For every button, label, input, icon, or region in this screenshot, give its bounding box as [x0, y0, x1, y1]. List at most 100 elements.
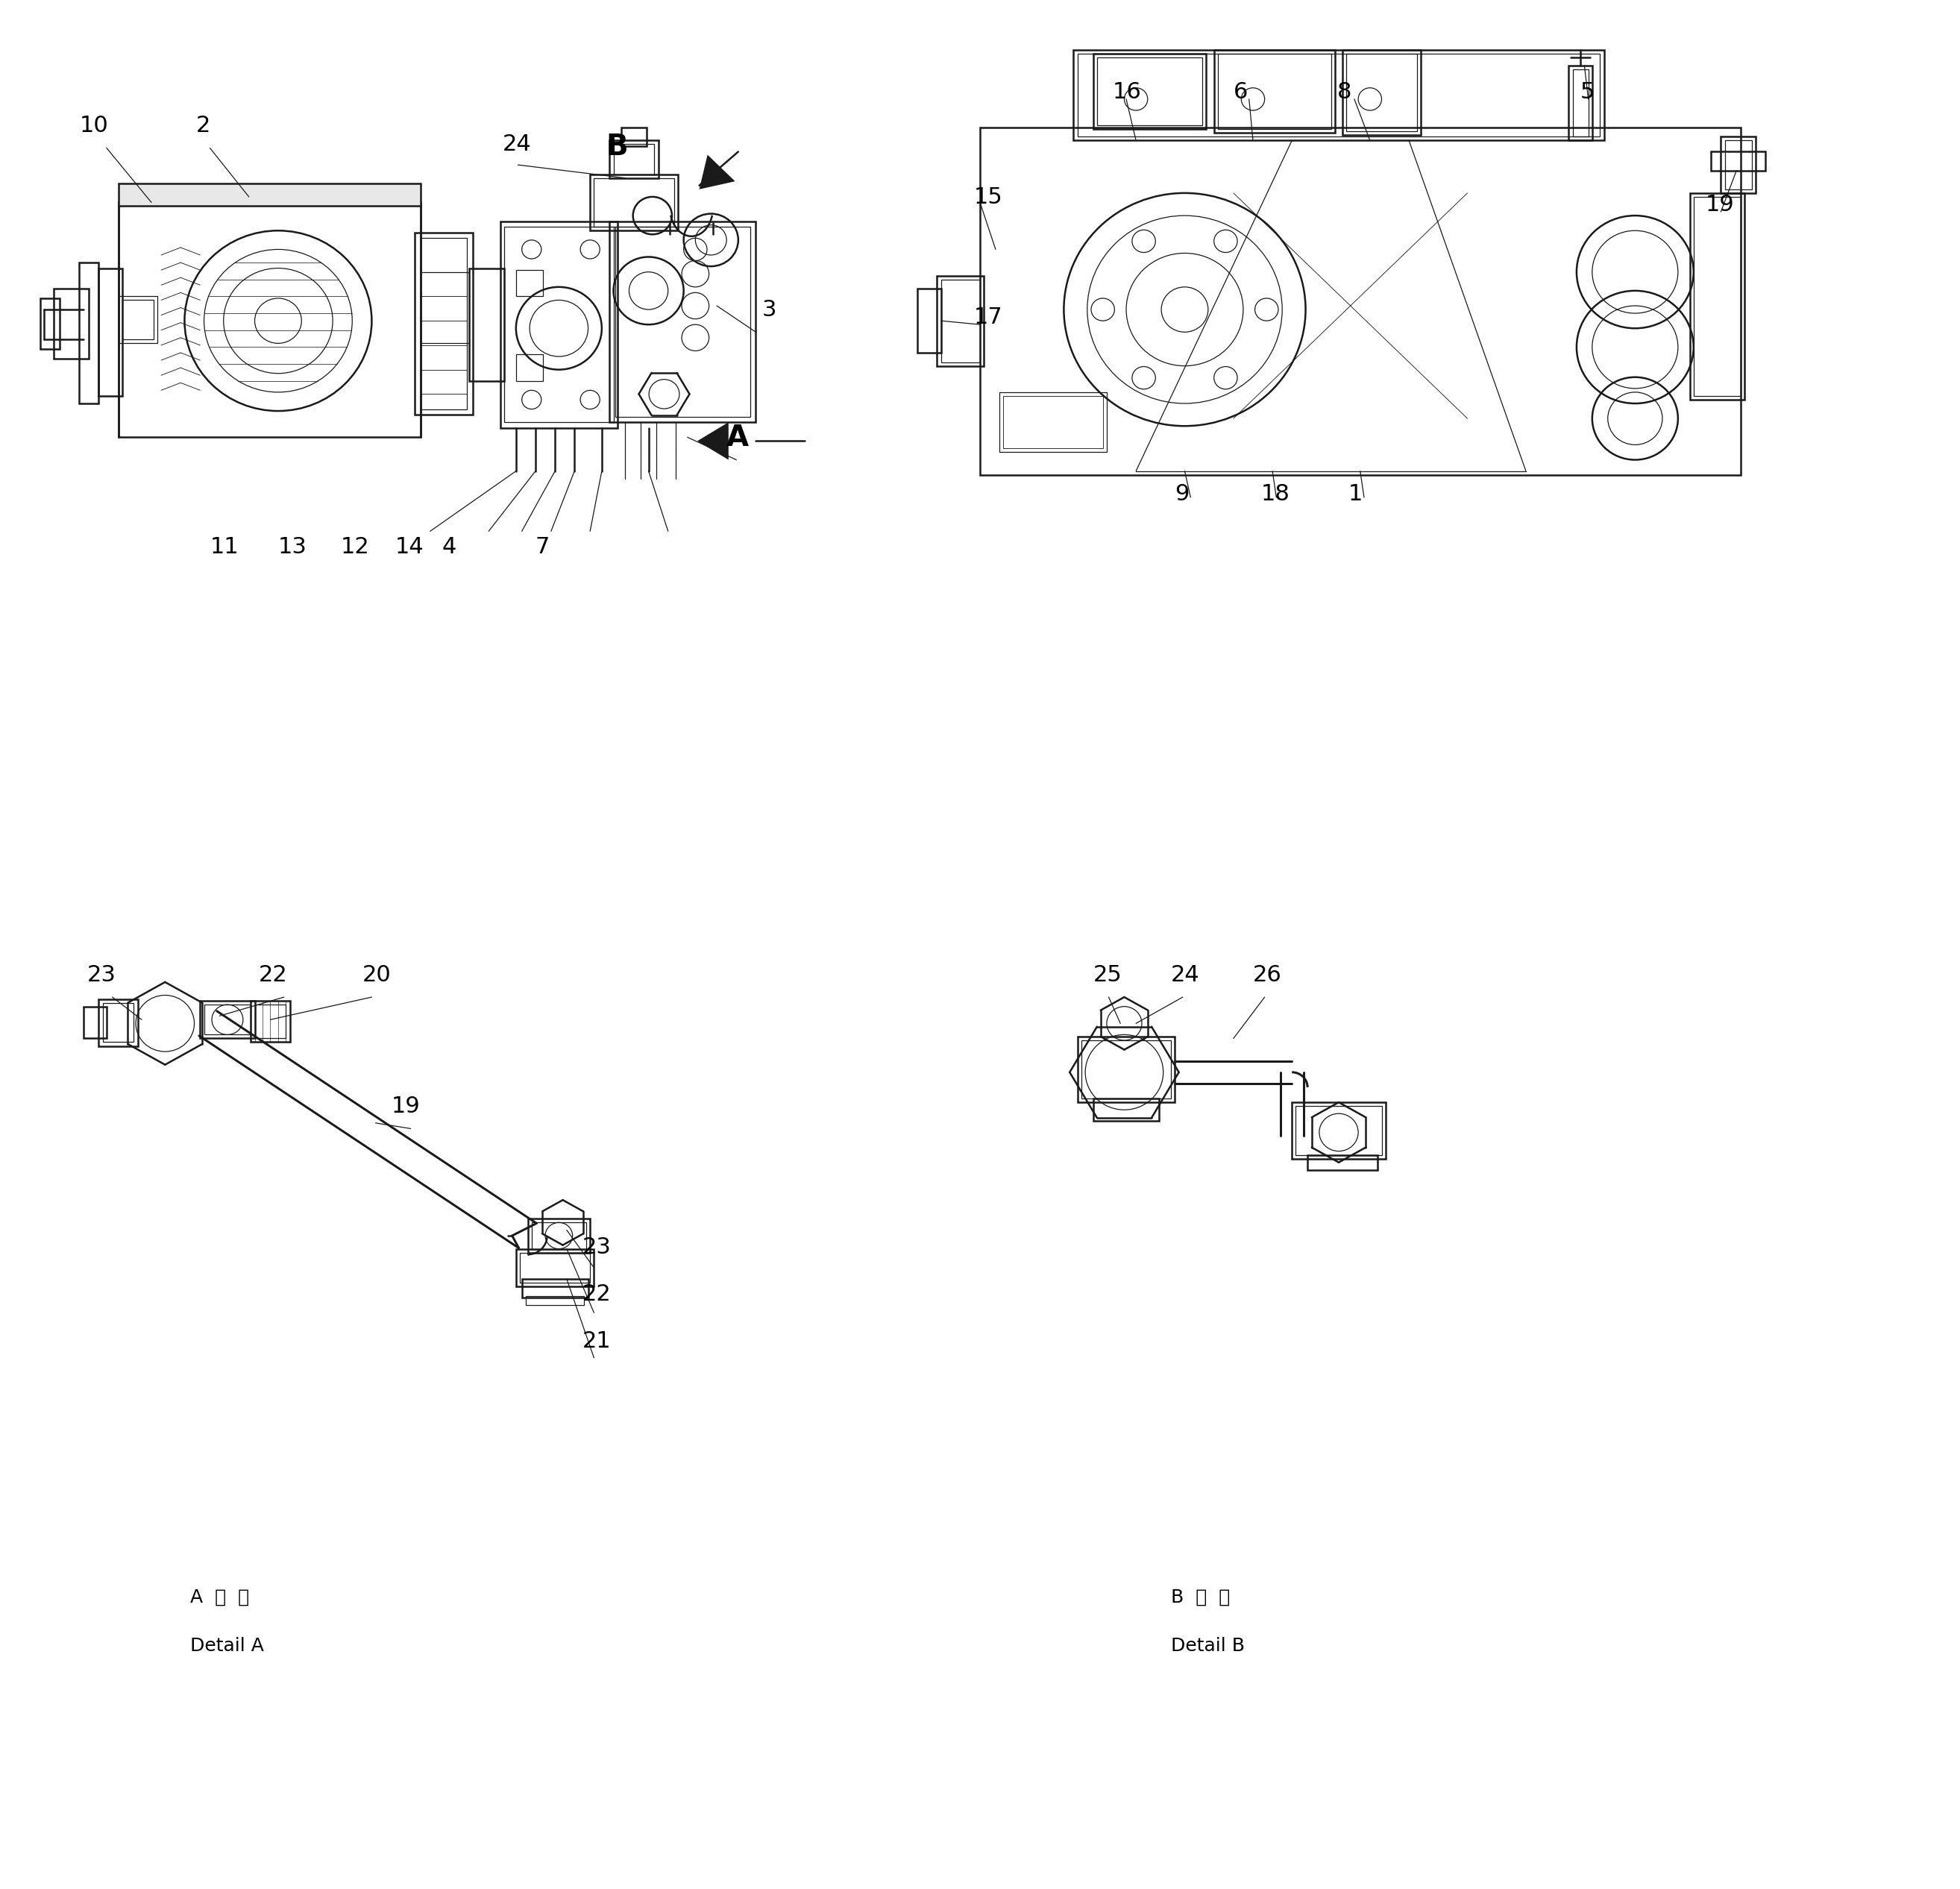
Bar: [416, 232, 472, 416]
Bar: [41, 298, 59, 349]
Bar: [118, 297, 157, 344]
Polygon shape: [698, 423, 729, 459]
Text: 20: 20: [363, 963, 390, 986]
Bar: [98, 999, 137, 1047]
Text: 6: 6: [1233, 81, 1249, 102]
Bar: [941, 280, 980, 363]
Text: A  詳  細: A 詳 細: [190, 1589, 249, 1606]
Text: 23: 23: [582, 1237, 612, 1258]
Bar: [122, 300, 153, 340]
Text: 22: 22: [582, 1283, 612, 1305]
Bar: [613, 144, 655, 174]
Text: B  詳  細: B 詳 細: [1170, 1589, 1231, 1606]
Bar: [98, 268, 122, 397]
Bar: [1347, 55, 1417, 130]
Bar: [204, 1005, 251, 1035]
Bar: [1074, 51, 1603, 140]
Bar: [1078, 55, 1599, 136]
Polygon shape: [700, 155, 735, 189]
Text: 16: 16: [1113, 81, 1141, 102]
Bar: [519, 1252, 590, 1283]
Text: Detail A: Detail A: [190, 1636, 265, 1655]
Bar: [78, 263, 98, 404]
Text: 11: 11: [210, 536, 239, 557]
Bar: [1690, 193, 1744, 400]
Text: 7: 7: [535, 536, 551, 557]
Bar: [937, 276, 984, 366]
Bar: [594, 178, 674, 227]
Bar: [251, 1001, 290, 1043]
Bar: [118, 202, 421, 436]
Text: 21: 21: [582, 1330, 612, 1353]
Text: 19: 19: [392, 1096, 419, 1116]
Bar: [527, 1218, 590, 1252]
Text: 3: 3: [762, 298, 776, 321]
Bar: [200, 1001, 255, 1039]
Bar: [1094, 1099, 1160, 1120]
Bar: [525, 1296, 584, 1305]
Text: 14: 14: [396, 536, 423, 557]
Bar: [531, 1222, 586, 1249]
Bar: [255, 1005, 286, 1039]
Bar: [1711, 151, 1766, 170]
Text: 1: 1: [1348, 484, 1362, 504]
Bar: [1000, 393, 1107, 451]
Text: Detail B: Detail B: [1170, 1636, 1245, 1655]
Bar: [1693, 196, 1740, 397]
Text: 19: 19: [1705, 195, 1735, 215]
Bar: [1078, 1037, 1174, 1103]
Bar: [917, 289, 941, 353]
Bar: [468, 268, 504, 382]
Text: 2: 2: [196, 115, 210, 136]
Bar: [1307, 1154, 1378, 1169]
Bar: [55, 289, 88, 359]
Bar: [515, 270, 543, 297]
Bar: [102, 1003, 133, 1043]
Bar: [500, 221, 617, 429]
Text: 5: 5: [1580, 81, 1595, 102]
Text: B: B: [606, 132, 627, 161]
Bar: [610, 221, 757, 423]
Bar: [1082, 1041, 1170, 1099]
Text: 23: 23: [86, 963, 116, 986]
Text: 24: 24: [502, 134, 531, 155]
Text: 17: 17: [974, 306, 1004, 329]
Bar: [1213, 51, 1335, 132]
Bar: [1572, 70, 1588, 136]
Bar: [82, 1007, 106, 1039]
Text: 8: 8: [1337, 81, 1350, 102]
Bar: [590, 174, 678, 230]
Bar: [610, 140, 659, 178]
Text: 15: 15: [974, 187, 1004, 208]
Bar: [615, 227, 751, 417]
Bar: [421, 238, 466, 410]
Text: 26: 26: [1252, 963, 1282, 986]
Bar: [1721, 136, 1756, 193]
Text: A: A: [727, 423, 749, 451]
Text: 18: 18: [1260, 484, 1290, 504]
Text: 24: 24: [1170, 963, 1200, 986]
Bar: [980, 127, 1740, 474]
Bar: [515, 1249, 594, 1286]
Bar: [504, 227, 613, 423]
Text: 10: 10: [78, 115, 108, 136]
Bar: [1568, 66, 1592, 140]
Bar: [1343, 51, 1421, 134]
Bar: [621, 127, 647, 145]
Bar: [1098, 59, 1201, 125]
Text: 13: 13: [278, 536, 308, 557]
Bar: [1094, 55, 1205, 128]
Bar: [1296, 1107, 1382, 1154]
Bar: [515, 355, 543, 382]
Bar: [1004, 397, 1103, 448]
Text: 22: 22: [259, 963, 288, 986]
Bar: [1292, 1103, 1386, 1158]
Bar: [1217, 55, 1331, 128]
Text: 25: 25: [1094, 963, 1121, 986]
Bar: [1725, 140, 1752, 189]
Text: 12: 12: [341, 536, 368, 557]
Bar: [118, 183, 421, 206]
Text: 4: 4: [441, 536, 457, 557]
Text: 9: 9: [1174, 484, 1190, 504]
Bar: [521, 1279, 588, 1298]
